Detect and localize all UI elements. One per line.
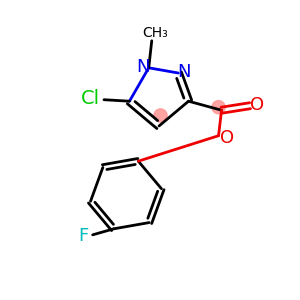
- Circle shape: [154, 109, 167, 122]
- Text: F: F: [79, 227, 89, 245]
- Circle shape: [212, 100, 225, 114]
- Text: CH₃: CH₃: [142, 26, 168, 40]
- Text: O: O: [220, 129, 234, 147]
- Text: N: N: [177, 63, 190, 81]
- Text: Cl: Cl: [81, 89, 100, 108]
- Text: N: N: [136, 58, 150, 76]
- Text: O: O: [250, 96, 264, 114]
